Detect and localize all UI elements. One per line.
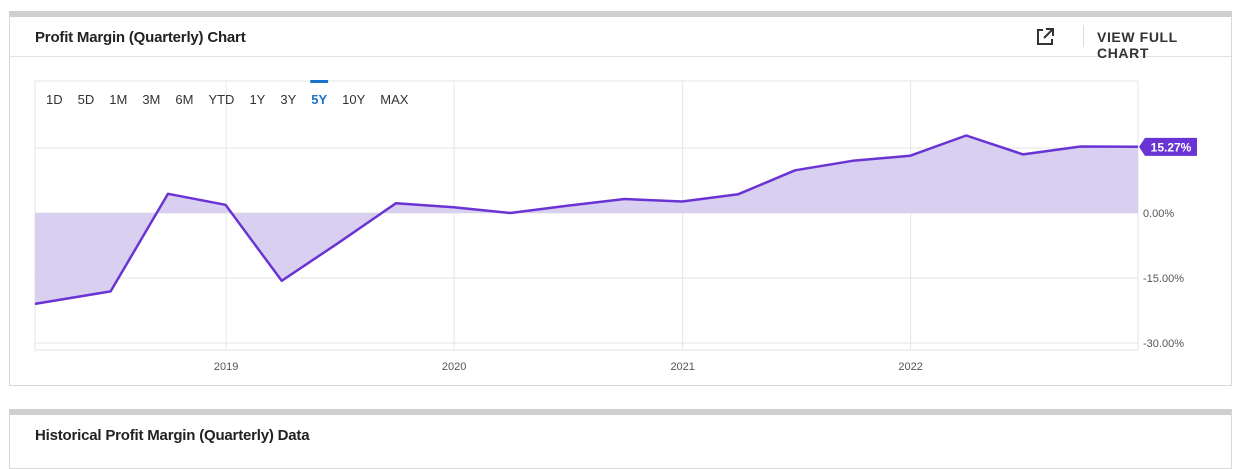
range-button-5d[interactable]: 5D — [78, 92, 95, 107]
series-area — [35, 136, 1138, 304]
range-button-ytd[interactable]: YTD — [208, 92, 234, 107]
range-button-1d[interactable]: 1D — [46, 92, 63, 107]
x-tick-label: 2020 — [442, 361, 466, 373]
data-card-header: Historical Profit Margin (Quarterly) Dat… — [10, 415, 1231, 454]
x-tick-label: 2021 — [670, 361, 694, 373]
range-button-3m[interactable]: 3M — [142, 92, 160, 107]
plot-area — [35, 81, 1138, 350]
y-tick-label: 0.00% — [1143, 208, 1174, 220]
y-tick-label: -30.00% — [1143, 338, 1184, 350]
range-button-10y[interactable]: 10Y — [342, 92, 365, 107]
range-button-1m[interactable]: 1M — [109, 92, 127, 107]
data-card-title: Historical Profit Margin (Quarterly) Dat… — [35, 427, 309, 444]
range-button-5y[interactable]: 5Y — [311, 92, 327, 107]
range-button-6m[interactable]: 6M — [175, 92, 193, 107]
range-button-3y[interactable]: 3Y — [280, 92, 296, 107]
range-button-max[interactable]: MAX — [380, 92, 409, 107]
last-value-label: 15.27% — [1151, 140, 1192, 154]
historical-data-card: Historical Profit Margin (Quarterly) Dat… — [9, 409, 1232, 469]
x-tick-label: 2022 — [898, 361, 922, 373]
profit-margin-chart: 201920202021202215.00%0.00%-15.00%-30.00… — [0, 0, 1239, 386]
x-tick-label: 2019 — [214, 361, 238, 373]
range-button-1y[interactable]: 1Y — [249, 92, 265, 107]
y-tick-label: -15.00% — [1143, 273, 1184, 285]
active-range-indicator — [310, 80, 328, 83]
